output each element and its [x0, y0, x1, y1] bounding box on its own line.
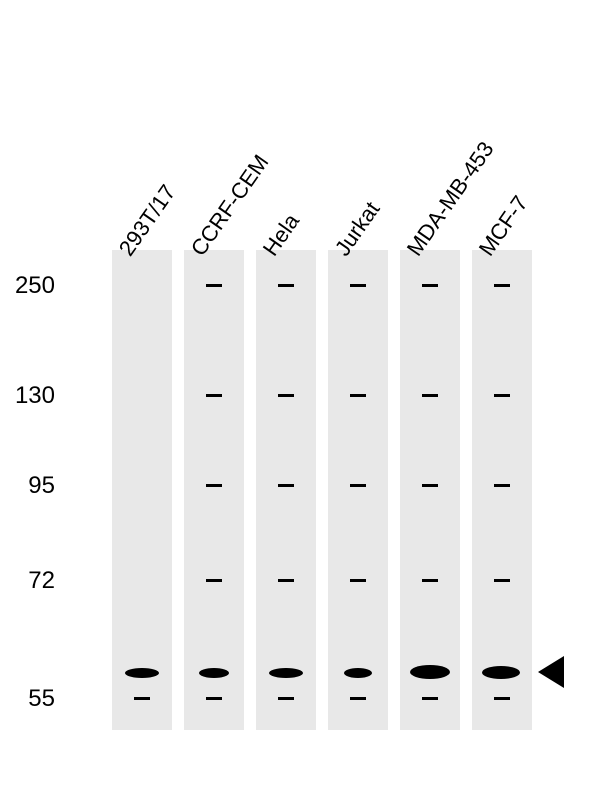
tick	[494, 484, 510, 487]
lane-2	[184, 250, 244, 730]
mw-label-95: 95	[5, 472, 55, 500]
lane-4	[328, 250, 388, 730]
tick	[350, 697, 366, 700]
tick	[278, 697, 294, 700]
tick	[494, 284, 510, 287]
lane-1	[112, 250, 172, 730]
band-lane-6	[482, 666, 520, 679]
lane-label-1: 293T/17	[114, 180, 182, 261]
mw-label-72: 72	[5, 567, 55, 595]
lane-3	[256, 250, 316, 730]
band-lane-1	[125, 668, 159, 678]
mw-label-250: 250	[5, 272, 55, 300]
tick	[494, 394, 510, 397]
lane-5	[400, 250, 460, 730]
tick	[206, 284, 222, 287]
tick	[278, 579, 294, 582]
tick	[350, 394, 366, 397]
tick	[422, 697, 438, 700]
band-lane-4	[344, 668, 372, 678]
western-blot-container: 250 130 95 72 55 293T/17 CCRF-CEM Hela J…	[60, 50, 570, 770]
tick	[422, 284, 438, 287]
band-lane-3	[269, 668, 303, 678]
lane-6	[472, 250, 532, 730]
mw-label-55: 55	[5, 685, 55, 713]
tick	[350, 284, 366, 287]
tick	[422, 484, 438, 487]
tick	[350, 484, 366, 487]
tick	[206, 697, 222, 700]
tick	[494, 579, 510, 582]
tick	[422, 394, 438, 397]
tick	[278, 284, 294, 287]
mw-label-130: 130	[5, 382, 55, 410]
band-arrow-icon	[538, 656, 564, 688]
tick	[206, 394, 222, 397]
band-lane-5	[410, 665, 450, 679]
tick	[278, 394, 294, 397]
tick	[494, 697, 510, 700]
tick	[422, 579, 438, 582]
tick	[206, 579, 222, 582]
tick	[350, 579, 366, 582]
tick	[278, 484, 294, 487]
band-lane-2	[199, 668, 229, 678]
tick	[134, 697, 150, 700]
tick	[206, 484, 222, 487]
